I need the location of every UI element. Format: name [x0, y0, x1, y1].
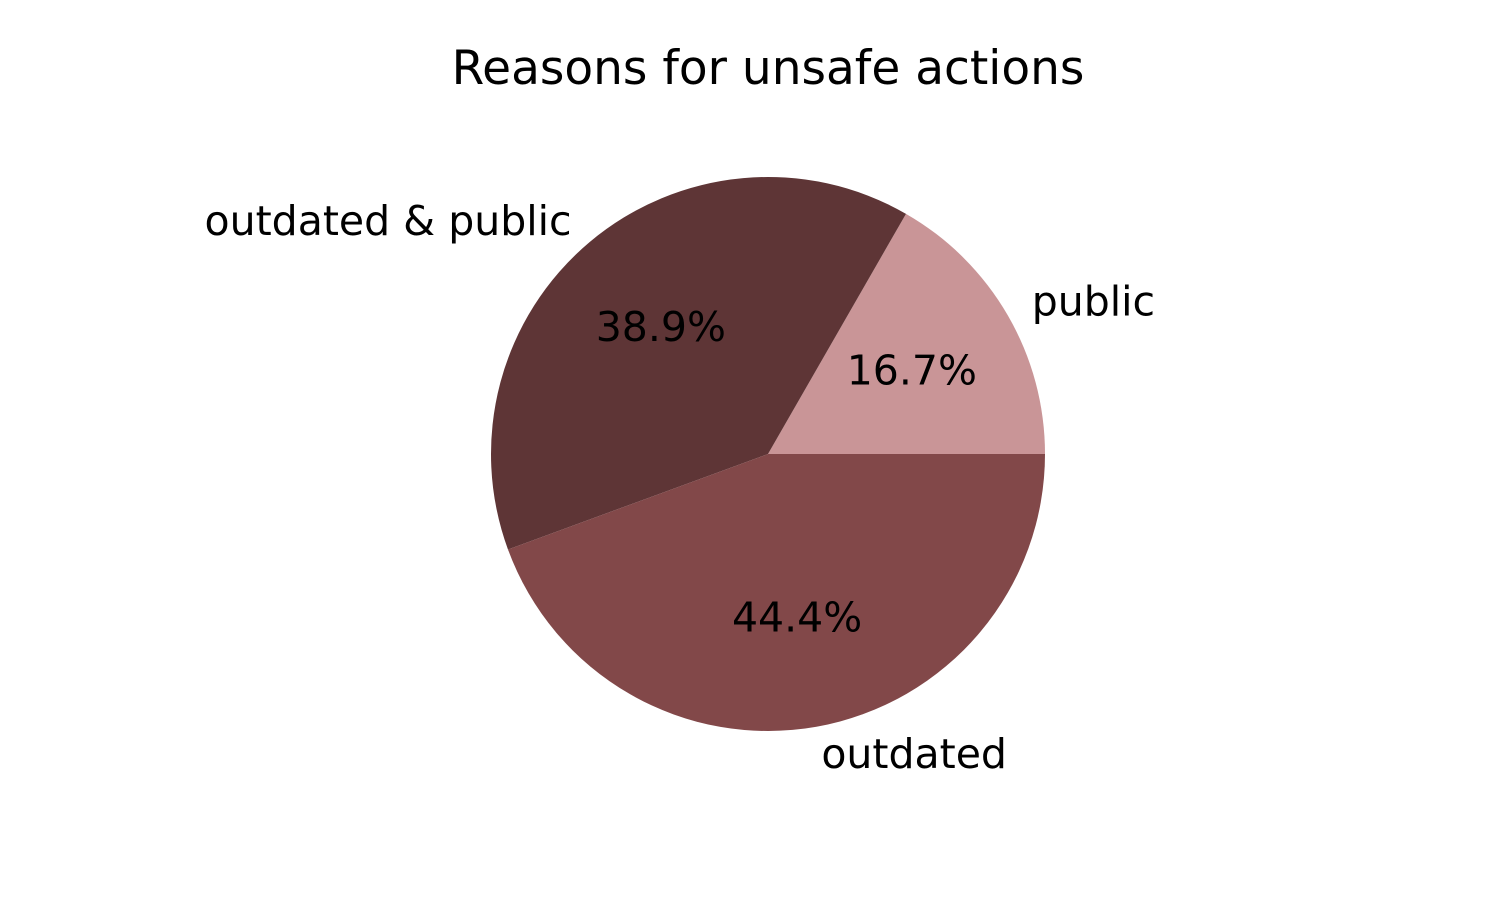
slice-label-outdated: outdated — [821, 730, 1007, 778]
pie-slice-outdated — [507, 454, 1046, 731]
pct-label-outdated-and-public: 38.9% — [596, 303, 726, 351]
pct-label-outdated: 44.4% — [732, 594, 862, 642]
pie-slice-public — [768, 213, 1045, 454]
pct-label-public: 16.7% — [847, 347, 977, 395]
slice-label-outdated-and-public: outdated & public — [205, 197, 572, 245]
pie-slices — [491, 177, 1046, 731]
slice-label-public: public — [1032, 277, 1155, 325]
pie-labels: 16.7% public 38.9% outdated & public 44.4% ou… — [205, 197, 1156, 778]
chart-title: Reasons for unsafe actions — [452, 41, 1085, 96]
pie-slice-outdated-and-public — [491, 177, 906, 550]
